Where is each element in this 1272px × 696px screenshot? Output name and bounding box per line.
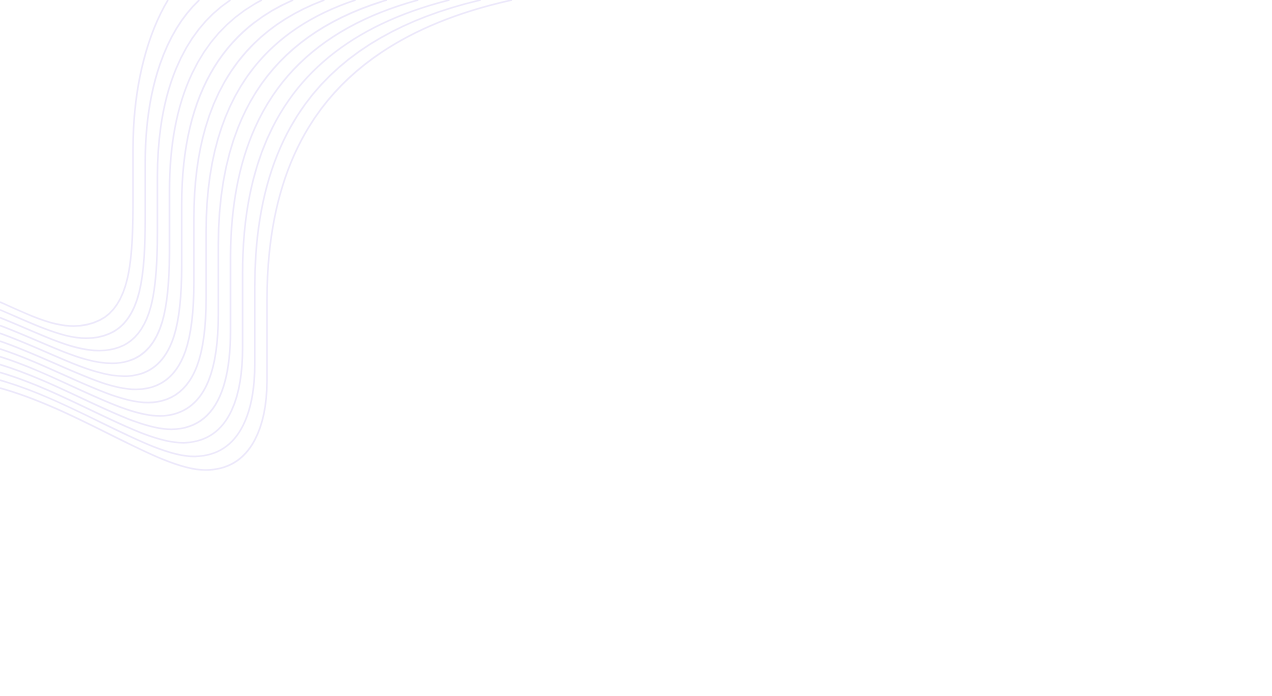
wave-line — [0, 0, 481, 458]
wave-line — [0, 0, 169, 327]
wave-line — [0, 0, 513, 471]
wave-line — [0, 0, 450, 444]
wave-line — [0, 0, 356, 404]
wave-line — [0, 0, 325, 391]
wave-line — [0, 0, 419, 431]
wave-line — [0, 0, 294, 378]
wave-line — [0, 0, 388, 417]
wave-line — [0, 0, 231, 352]
wave-line — [0, 0, 200, 340]
wave-line — [0, 0, 263, 365]
